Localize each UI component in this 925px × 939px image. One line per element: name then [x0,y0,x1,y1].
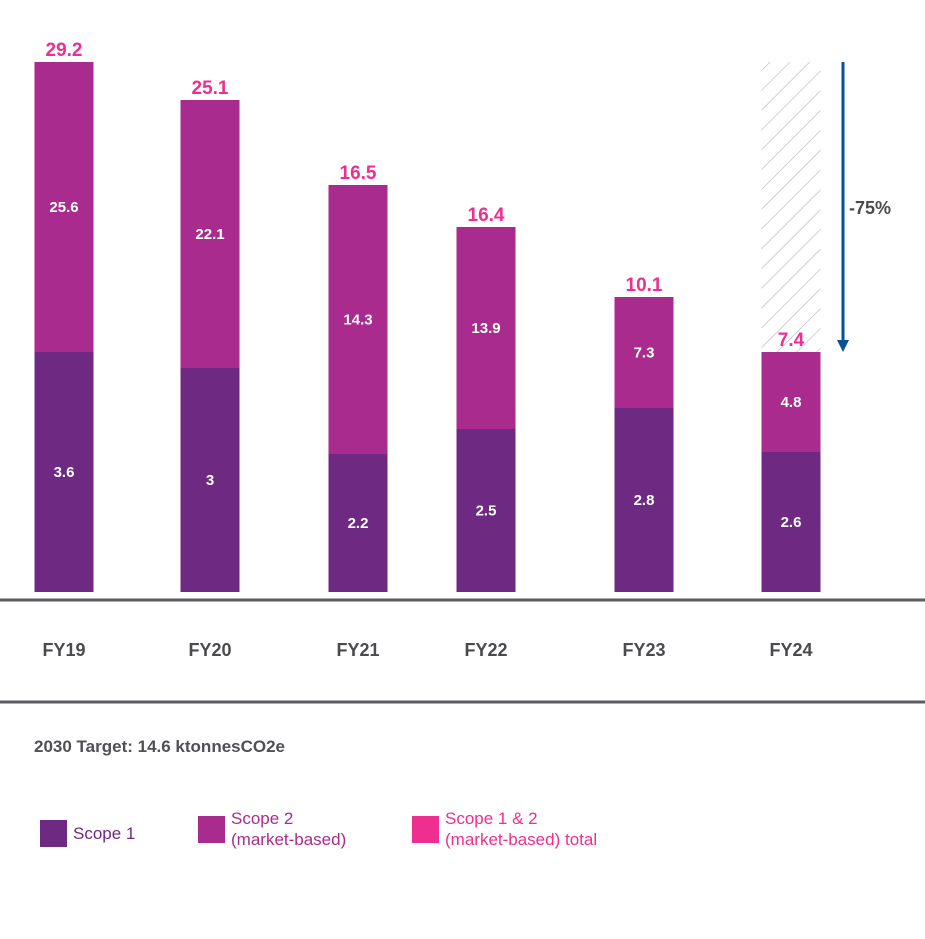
category-label-fy20: FY20 [188,640,231,660]
label-scope1-fy19: 3.6 [54,464,75,481]
label-scope2-fy21: 14.3 [343,312,372,329]
category-label-fy22: FY22 [464,640,507,660]
legend-label-scope2: Scope 2 (market-based) [231,809,347,849]
bar-scope2-fy21 [328,185,388,454]
label-scope2-fy22: 13.9 [471,320,500,337]
category-label-fy21: FY21 [336,640,379,660]
bar-scope2-fy22 [456,227,516,429]
label-scope2-fy19: 25.6 [49,199,78,216]
bar-scope1-fy21 [328,454,388,592]
legend-swatch-scope1 [40,820,67,847]
arrow-down-icon [837,340,849,352]
legend-item-scope2: Scope 2 (market-based) [198,808,346,850]
label-scope2-fy24: 4.8 [781,394,802,411]
category-label-fy24: FY24 [769,640,812,660]
legend-label-total: Scope 1 & 2 (market-based) total [445,809,598,849]
category-label-fy23: FY23 [622,640,665,660]
legend-label-scope1: Scope 1 [73,824,136,843]
legend-swatch-total [412,815,439,843]
reduction-hatch-area [761,62,821,352]
bar-scope1-fy22 [456,429,516,592]
bar-scope1-fy20 [180,368,240,592]
bar-scope1-fy24 [761,452,821,592]
label-scope1-fy22: 2.5 [476,503,497,520]
label-scope2-fy23: 7.3 [634,345,655,362]
category-label-fy19: FY19 [42,640,85,660]
legend-swatch-scope2 [198,815,225,843]
label-total-fy20: 25.1 [192,78,229,99]
legend: Scope 1 Scope 2 (market-based) Scope 1 &… [0,808,925,868]
label-total-fy22: 16.4 [468,205,505,226]
legend-item-scope1: Scope 1 [40,820,135,847]
reduction-percent-label: -75% [849,198,891,218]
bar-scope2-fy23 [614,297,674,408]
label-total-fy19: 29.2 [46,40,83,61]
label-total-fy21: 16.5 [340,163,377,184]
label-scope1-fy20: 3 [206,472,214,489]
label-scope1-fy24: 2.6 [781,514,802,531]
target-note: 2030 Target: 14.6 ktonnesCO2e [34,737,286,756]
legend-item-total: Scope 1 & 2 (market-based) total [412,808,597,850]
label-scope1-fy23: 2.8 [634,492,655,509]
bar-scope1-fy23 [614,408,674,592]
bar-scope1-fy19 [34,352,94,592]
bar-scope2-fy24 [761,352,821,452]
label-total-fy24: 7.4 [778,330,805,351]
bar-scope2-fy20 [180,100,240,368]
bar-scope2-fy19 [34,62,94,352]
label-scope2-fy20: 22.1 [195,226,224,243]
label-scope1-fy21: 2.2 [348,515,369,532]
emissions-chart: 25.6 3.6 29.2 22.1 3 25.1 14.3 2.2 16.5 13.9 2.5 16… [0,40,925,704]
label-total-fy23: 10.1 [626,275,663,296]
